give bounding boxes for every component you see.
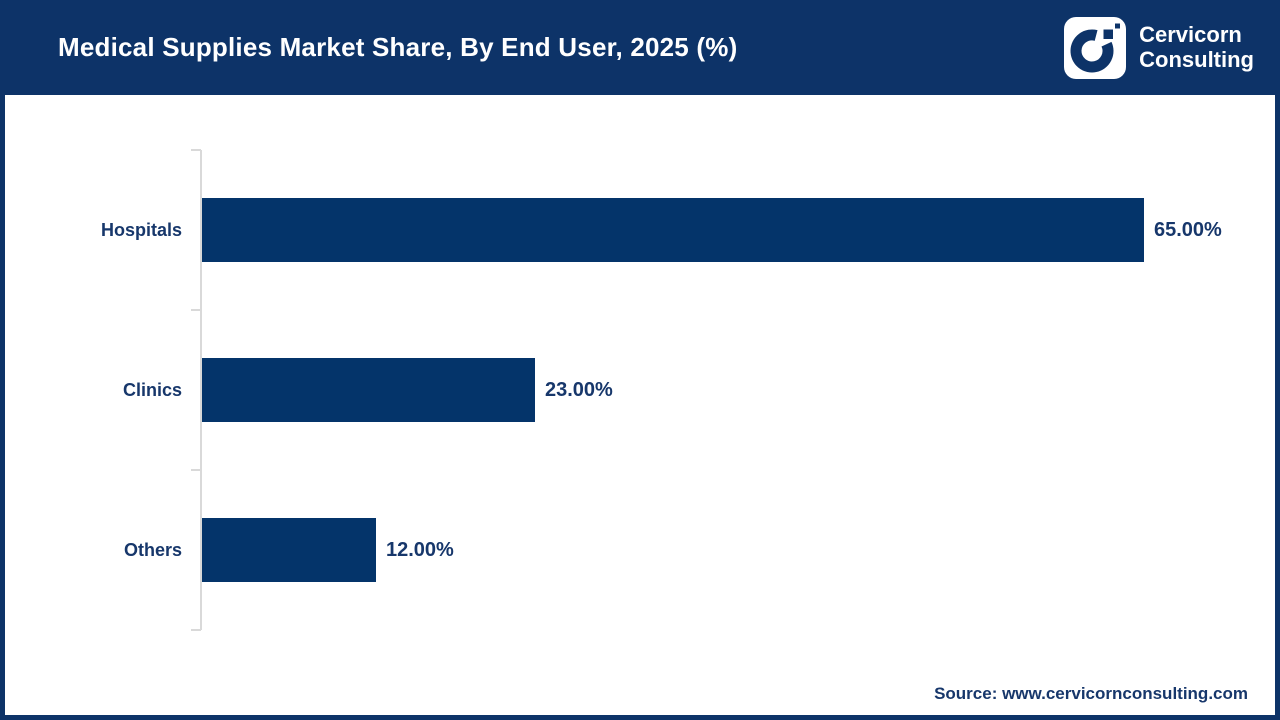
- category-label: Clinics: [122, 379, 182, 400]
- header-banner: Medical Supplies Market Share, By End Us…: [0, 0, 1280, 95]
- bar-row-clinics: Clinics 23.00%: [0, 310, 1270, 470]
- category-label: Others: [123, 539, 182, 560]
- axis-tick: [191, 469, 201, 471]
- bar-row-hospitals: Hospitals 65.00%: [0, 150, 1270, 310]
- axis-tick: [191, 629, 201, 631]
- axis-tick: [191, 309, 201, 311]
- source-attribution: Source: www.cervicornconsulting.com: [934, 684, 1248, 703]
- logo-wordmark: Cervicorn Consulting: [1139, 21, 1254, 72]
- bar-hospitals: [202, 198, 1144, 262]
- bar-chart: Hospitals 65.00% Clinics 23.00% Others 1…: [0, 95, 1280, 720]
- bar-clinics: [202, 358, 535, 422]
- value-label: 12.00%: [386, 538, 454, 561]
- bar-others: [202, 518, 376, 582]
- category-label: Hospitals: [100, 219, 182, 240]
- chart-title: Medical Supplies Market Share, By End Us…: [58, 32, 738, 62]
- logo-line1: Cervicorn: [1139, 21, 1242, 47]
- logo-line2: Consulting: [1139, 46, 1254, 72]
- c-mark-icon: [1070, 23, 1121, 72]
- value-label: 23.00%: [545, 378, 613, 401]
- category-axis-line: [200, 150, 202, 630]
- bar-row-others: Others 12.00%: [0, 470, 1270, 630]
- cervicorn-logo-icon: [1064, 16, 1127, 79]
- axis-tick: [191, 149, 201, 151]
- company-logo: Cervicorn Consulting: [1064, 16, 1254, 79]
- value-label: 65.00%: [1154, 218, 1222, 241]
